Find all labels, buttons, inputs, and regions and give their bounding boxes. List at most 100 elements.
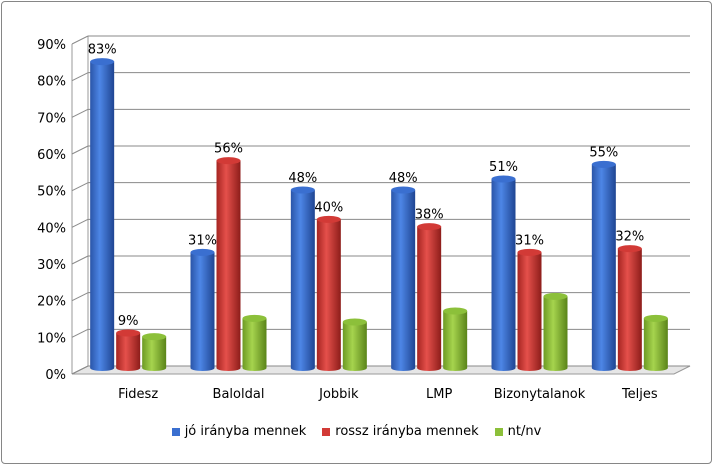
bar-body [417, 226, 442, 368]
bar-body [517, 252, 542, 368]
bar-top [543, 292, 568, 300]
bar [142, 333, 167, 371]
gridline-side [71, 218, 89, 228]
bar-top [617, 245, 642, 253]
bar-body [142, 336, 167, 368]
y-tick-label: 50% [37, 185, 66, 200]
legend-swatch [322, 427, 331, 436]
bar-base [116, 365, 141, 371]
x-tick-label: Fidesz [118, 387, 158, 402]
bar-base [517, 365, 542, 371]
bar [417, 223, 442, 371]
bar-body [491, 179, 516, 368]
bar [391, 186, 416, 371]
data-label: 9% [118, 314, 139, 329]
bar [543, 292, 568, 371]
y-tick-label: 70% [37, 111, 66, 126]
bar-top [417, 223, 442, 231]
gridline-side [71, 255, 89, 265]
legend-label: nt/nv [507, 424, 542, 439]
bar [491, 175, 516, 371]
x-tick-label: Teljes [621, 387, 658, 402]
bar [617, 245, 642, 371]
y-tick-label: 30% [37, 258, 66, 273]
bar-top [190, 248, 215, 256]
x-tick-label: Jobbik [318, 387, 359, 402]
bar-body [617, 248, 642, 368]
bar-top [242, 314, 267, 322]
y-tick-label: 0% [45, 368, 66, 383]
bar-body [116, 333, 141, 368]
gridline-side [71, 145, 89, 155]
y-tick-label: 40% [37, 221, 66, 236]
bar-base [316, 365, 341, 371]
data-label: 32% [615, 230, 644, 245]
bar-top [216, 157, 241, 165]
bar-body [242, 318, 267, 368]
bar-base [443, 365, 468, 371]
bar [190, 248, 215, 371]
legend-label: rossz irányba mennek [335, 424, 479, 439]
bar-top [391, 186, 416, 194]
bar-top [491, 175, 516, 183]
gridline-side [71, 292, 89, 302]
bar-base [216, 365, 241, 371]
bar-base [417, 365, 442, 371]
gridline-side [71, 328, 89, 338]
gridline-side [71, 182, 89, 192]
legend-item: jó irányba mennek [171, 424, 307, 439]
data-label: 48% [389, 171, 418, 186]
bar-base [391, 365, 416, 371]
x-tick-label: Baloldal [213, 387, 265, 402]
gridline-side [71, 365, 89, 375]
data-label: 83% [88, 43, 117, 58]
bar-body [342, 322, 367, 368]
bar [643, 314, 668, 371]
bar-top [643, 314, 668, 322]
bar [517, 248, 542, 371]
bar-base [591, 365, 616, 371]
bar-top [342, 318, 367, 326]
bar-base [543, 365, 568, 371]
bar-body [591, 164, 616, 368]
bar-base [190, 365, 215, 371]
data-label: 38% [415, 208, 444, 223]
bar [116, 329, 141, 371]
bar [290, 186, 315, 371]
bar-base [242, 365, 267, 371]
bar-base [643, 365, 668, 371]
bar-body [216, 160, 241, 368]
bar-body [391, 190, 416, 368]
bar-body [190, 252, 215, 368]
data-label: 31% [188, 233, 217, 248]
gridline-side [71, 108, 89, 118]
data-label: 40% [314, 200, 343, 215]
bar-top [116, 329, 141, 337]
x-tick-label: Bizonytalanok [494, 387, 586, 402]
bar-base [491, 365, 516, 371]
bar-body [90, 61, 115, 369]
legend-swatch [171, 427, 180, 436]
bar-top [290, 186, 315, 194]
bar-base [342, 365, 367, 371]
bar-top [90, 58, 115, 66]
bar [342, 318, 367, 371]
bar-base [617, 365, 642, 371]
y-tick-label: 20% [37, 295, 66, 310]
y-tick-label: 60% [37, 148, 66, 163]
legend-label: jó irányba mennek [184, 424, 307, 439]
bar [443, 307, 468, 371]
data-label: 56% [214, 142, 243, 157]
bar-body [643, 318, 668, 368]
y-tick-label: 80% [37, 75, 66, 90]
data-label: 31% [515, 233, 544, 248]
bar-top [142, 333, 167, 341]
legend-item: nt/nv [494, 424, 542, 439]
bar-body [443, 311, 468, 368]
data-label: 51% [489, 160, 518, 175]
bar [216, 157, 241, 371]
bar-body [290, 190, 315, 368]
bar-top [517, 248, 542, 256]
bar-body [543, 296, 568, 368]
gridline-side [71, 35, 89, 45]
